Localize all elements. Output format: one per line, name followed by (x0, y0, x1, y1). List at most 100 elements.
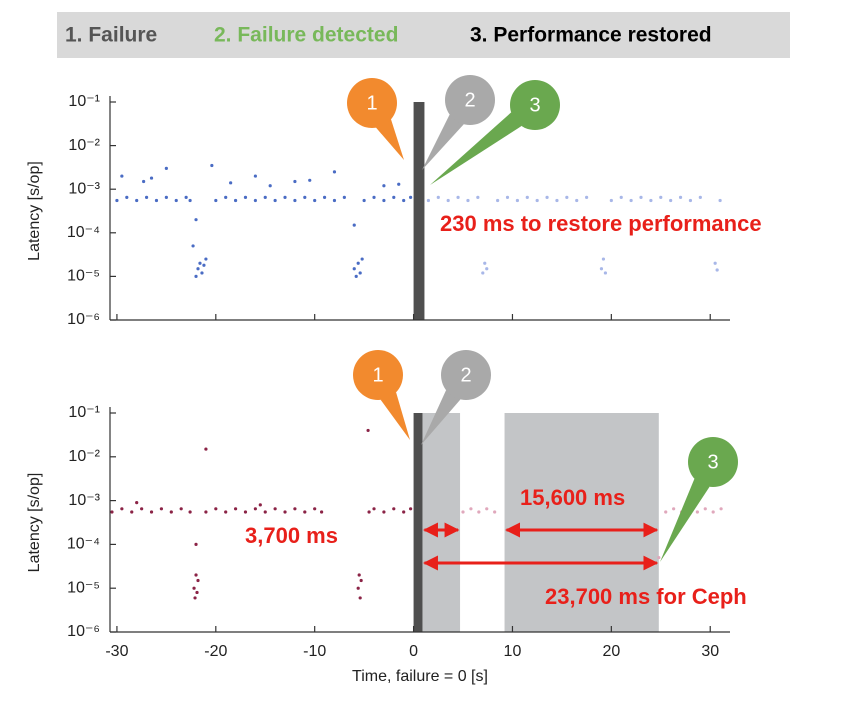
callout-label: 3 (707, 451, 718, 473)
data-point (229, 181, 233, 185)
data-point (483, 261, 487, 265)
data-point (293, 507, 297, 511)
data-point (198, 261, 202, 265)
x-tick-label: 10 (504, 643, 522, 660)
data-point (130, 510, 134, 514)
callout-bubble (441, 350, 491, 400)
data-point (603, 271, 608, 275)
data-point (202, 263, 206, 267)
legend-failure: 1. Failure (65, 24, 157, 47)
x-tick-label: -10 (303, 643, 326, 660)
data-point (159, 507, 164, 511)
callout-bubble (510, 80, 560, 130)
data-point (362, 198, 366, 203)
duration-label: 15,600 ms (520, 485, 625, 510)
data-point (461, 510, 465, 514)
data-point (649, 198, 653, 203)
callout-tail (430, 112, 522, 185)
data-point (233, 198, 238, 203)
data-point (629, 198, 633, 203)
data-point (332, 170, 337, 174)
data-point (204, 447, 208, 451)
data-point (140, 507, 144, 511)
data-point (485, 507, 489, 511)
data-point (320, 510, 324, 514)
data-point (456, 195, 460, 199)
callout-label: 2 (460, 364, 471, 386)
data-point (144, 195, 149, 199)
data-point (195, 590, 199, 595)
data-point (446, 198, 450, 203)
data-point (352, 223, 356, 227)
data-point (575, 198, 579, 203)
data-point (293, 198, 297, 203)
data-point (382, 510, 386, 514)
data-point (496, 198, 500, 203)
data-point (659, 195, 663, 199)
data-point (214, 198, 218, 203)
data-point (619, 195, 623, 199)
callout-bubble (688, 437, 738, 487)
data-point (715, 268, 719, 272)
data-point (164, 166, 168, 170)
data-point (204, 257, 208, 261)
data-point (664, 510, 668, 514)
data-point (149, 176, 154, 180)
detection-span (422, 413, 461, 632)
data-point (392, 195, 396, 199)
x-tick-label: -20 (204, 643, 227, 660)
data-point (179, 507, 183, 511)
failure-bar (413, 102, 425, 320)
data-point (358, 271, 362, 275)
data-point (188, 198, 192, 203)
data-point (358, 596, 362, 600)
data-point (204, 510, 208, 514)
data-point (184, 195, 188, 199)
data-point (120, 174, 124, 178)
duration-label: 3,700 ms (245, 523, 338, 548)
data-point (313, 198, 317, 203)
data-point (191, 244, 195, 248)
callout-bubble (347, 78, 397, 128)
callout-tail (421, 390, 461, 445)
callout-tail (376, 119, 404, 160)
data-point (669, 198, 673, 203)
callout-label: 1 (366, 92, 377, 114)
data-point (545, 195, 549, 199)
x-axis-label: Time, failure = 0 [s] (352, 668, 488, 685)
y-axis-label: Latency [s/op] (26, 473, 43, 573)
data-point (135, 501, 139, 505)
data-point (224, 510, 228, 514)
callout-label: 1 (372, 364, 383, 386)
data-point (719, 507, 723, 511)
data-point (110, 510, 114, 514)
data-point (711, 510, 715, 514)
data-point (308, 178, 312, 182)
callout-label: 3 (529, 94, 540, 116)
data-point (360, 257, 364, 261)
data-point (565, 195, 569, 199)
data-point (142, 179, 146, 184)
data-point (359, 578, 363, 583)
callout-bubble (445, 75, 495, 125)
data-point (713, 261, 717, 265)
data-point (382, 184, 386, 188)
data-point (601, 257, 606, 261)
data-point (293, 179, 297, 184)
data-point (718, 198, 722, 203)
failure-bar (413, 413, 423, 632)
data-point (525, 195, 529, 199)
data-point (485, 267, 489, 271)
data-point (303, 510, 307, 514)
data-point (372, 195, 376, 199)
data-point (196, 578, 200, 583)
data-point (342, 195, 346, 199)
data-point (303, 195, 307, 199)
legend-restored: 3. Performance restored (470, 24, 712, 47)
data-point (409, 195, 413, 199)
data-point (253, 507, 257, 511)
y-tick-label: 10⁻¹ (68, 93, 100, 110)
y-tick-label: 10⁻⁴ (67, 224, 100, 241)
data-point (402, 198, 406, 203)
